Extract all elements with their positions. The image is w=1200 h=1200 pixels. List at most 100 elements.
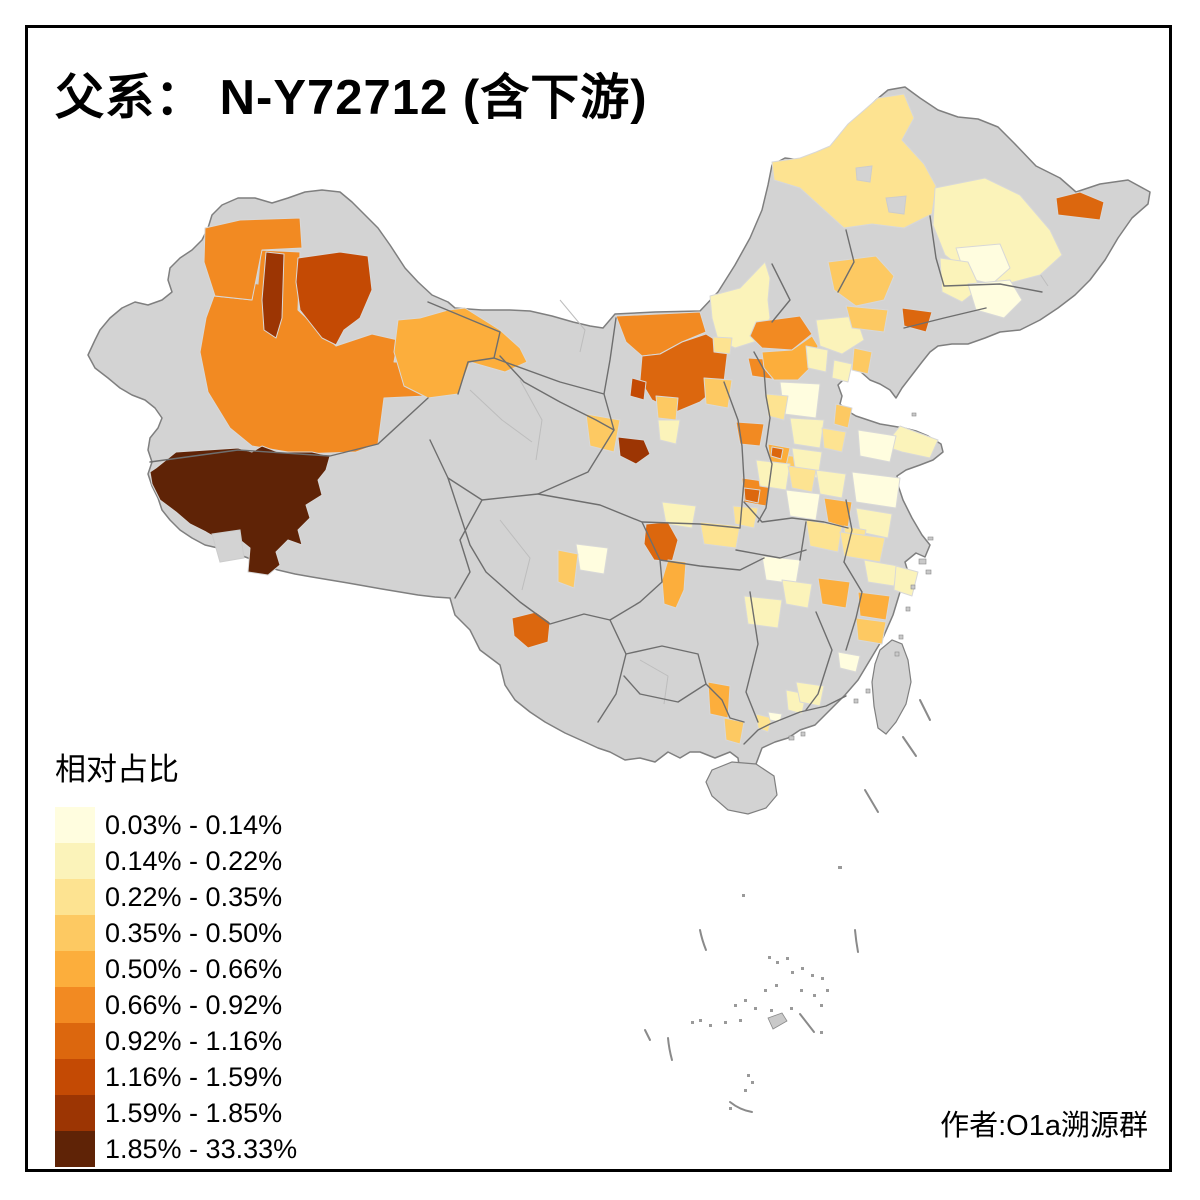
attribution: 作者:O1a溯源群 (940, 1110, 1148, 1142)
legend-label-6: 0.66% - 0.92% (105, 990, 283, 1020)
region-lishui (857, 591, 891, 621)
region-wuhai (629, 377, 647, 401)
province-border (843, 561, 863, 651)
province-border (659, 549, 807, 571)
legend-swatch-3 (55, 879, 95, 915)
page-title: 父系： N-Y72712 (含下游) (55, 71, 648, 125)
hainan-island (705, 761, 778, 815)
region-shangrao (817, 577, 851, 609)
region-west-tibet (149, 445, 331, 576)
province-border (454, 499, 483, 599)
region-taiyuan (735, 421, 765, 447)
region-shijiazhuang (765, 393, 789, 421)
legend-row-6: 0.66% - 0.92% (55, 987, 297, 1023)
legend-rows: 0.03% - 0.14% 0.14% - 0.22% 0.22% - 0.35% 0… (55, 807, 297, 1167)
region-changzhi-core (770, 446, 784, 460)
region-chengdu-pale (575, 543, 609, 575)
region-yinchuan (655, 395, 679, 421)
region-ili (203, 217, 303, 301)
region-nanping (855, 617, 887, 645)
region-fuzhou-pale (837, 651, 861, 673)
legend-title: 相对占比 (55, 752, 179, 787)
legend: 相对占比 0.03% - 0.14% 0.14% - 0.22% 0.22% - 0… (55, 744, 297, 1167)
legend-swatch-5 (55, 951, 95, 987)
province-border (771, 263, 791, 323)
region-nanchang-pale (781, 579, 813, 609)
legend-row-5: 0.50% - 0.66% (55, 951, 297, 987)
province-border (641, 479, 745, 529)
prefecture-line (559, 299, 586, 353)
islet (767, 1012, 788, 1030)
province-border (743, 501, 849, 529)
legend-row-9: 1.59% - 1.85% (55, 1095, 297, 1131)
province-border (597, 619, 627, 723)
prefecture-line (499, 519, 531, 591)
province-border (429, 357, 615, 501)
province-border (745, 591, 759, 723)
legend-swatch-9 (55, 1095, 95, 1131)
province-border (805, 611, 833, 711)
region-wuzhou (707, 681, 731, 719)
province-border (753, 351, 773, 523)
prefecture-line (469, 389, 533, 443)
legend-swatch-7 (55, 1023, 95, 1059)
province-border (499, 355, 615, 431)
region-lanzhou (617, 436, 651, 465)
legend-label-3: 0.22% - 0.35% (105, 882, 283, 912)
region-tangshan (831, 359, 853, 383)
south-china-sea-islands (691, 866, 842, 1110)
province-border (723, 381, 745, 481)
legend-row-3: 0.22% - 0.35% (55, 879, 297, 915)
legend-row-2: 0.14% - 0.22% (55, 843, 297, 879)
region-henan-pale-1 (755, 459, 791, 491)
province-border (705, 683, 771, 745)
region-kaifeng (815, 469, 847, 499)
legend-swatch-10 (55, 1131, 95, 1167)
legend-row-7: 0.92% - 1.16% (55, 1023, 297, 1059)
region-jiangmen (755, 713, 773, 733)
legend-swatch-4 (55, 915, 95, 951)
region-hami (393, 307, 528, 399)
region-guangzhou-cream (767, 711, 783, 723)
region-ningbo-pale (893, 565, 919, 597)
legend-row-8: 1.16% - 1.59% (55, 1059, 297, 1095)
region-jiamusi (1055, 191, 1105, 221)
region-no-data-pocket (885, 195, 907, 215)
legend-swatch-1 (55, 807, 95, 843)
province-border (769, 695, 847, 725)
legend-swatch-8 (55, 1059, 95, 1095)
legend-label-8: 1.16% - 1.59% (105, 1062, 283, 1092)
region-hulunbuir (771, 93, 937, 229)
region-songyuan (827, 255, 895, 307)
region-urumqi-changji (295, 251, 373, 346)
prefecture-line (519, 379, 543, 461)
legend-label-2: 0.14% - 0.22% (105, 846, 283, 876)
region-no-data-pocket (855, 165, 873, 183)
region-jinhua-pale (839, 531, 886, 563)
legend-label-7: 0.92% - 1.16% (105, 1026, 283, 1056)
region-hebei-pale-2 (789, 417, 825, 449)
province-border (929, 215, 1043, 293)
region-karamay-strip (261, 251, 285, 339)
region-longnan (557, 549, 579, 589)
region-wuwei (585, 413, 621, 453)
province-border (837, 229, 987, 329)
region-beijing-pale (805, 345, 829, 373)
region-lijiang (511, 611, 551, 649)
prefecture-line (639, 659, 669, 705)
region-baicheng (845, 305, 889, 333)
region-hubei-nw (699, 521, 741, 549)
legend-row-4: 0.35% - 0.50% (55, 915, 297, 951)
region-yunfu (723, 717, 745, 745)
region-guangdong-ne-pale (795, 681, 825, 707)
region-linfen-core (743, 487, 761, 504)
region-wuhan-pale (761, 555, 801, 585)
region-ningxia-pale (657, 419, 681, 445)
legend-swatch-6 (55, 987, 95, 1023)
region-hunan-pale (743, 595, 783, 629)
coastal-islets (788, 412, 934, 741)
legend-row-1: 0.03% - 0.14% (55, 807, 297, 843)
legend-swatch-2 (55, 843, 95, 879)
legend-label-1: 0.03% - 0.14% (105, 810, 283, 840)
